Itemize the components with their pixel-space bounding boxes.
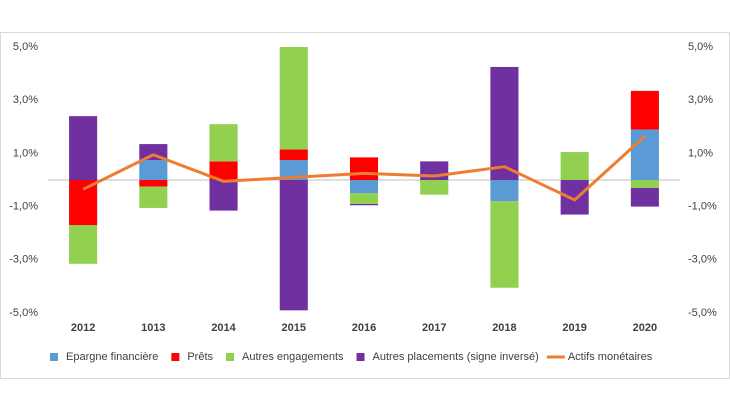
bar-segment: [349, 157, 379, 180]
bar-segment: [139, 180, 168, 187]
bar-segment: [490, 66, 519, 180]
bar-segment: [279, 149, 308, 161]
y-tick-label: 5,0%: [13, 41, 38, 53]
bar-segment: [279, 180, 308, 311]
bar-segment: [630, 180, 659, 188]
bar-segment: [209, 161, 238, 180]
legend-label: Autres placements (signe inversé): [373, 351, 539, 363]
legend-swatch: [171, 353, 180, 361]
bar-segment: [279, 160, 308, 180]
y-tick-label: 1,0%: [13, 147, 38, 159]
x-tick-label: 1013: [141, 322, 165, 334]
x-tick-label: 2020: [633, 322, 657, 334]
legend-swatch: [356, 353, 365, 361]
bar-segment: [349, 203, 379, 206]
bar-segment: [139, 186, 168, 208]
y2-tick-label: 3,0%: [688, 94, 713, 106]
y2-tick-label: 5,0%: [688, 41, 713, 53]
x-tick-label: 2019: [562, 322, 586, 334]
bar-segment: [209, 180, 238, 211]
bar-segment: [69, 116, 98, 180]
x-tick-label: 2012: [71, 322, 95, 334]
y-tick-label: -5,0%: [9, 307, 38, 319]
x-tick-label: 2018: [492, 322, 516, 334]
y2-tick-label: 1,0%: [688, 147, 713, 159]
x-tick-label: 2017: [422, 322, 446, 334]
bar-segment: [420, 180, 449, 195]
bar-segment: [139, 160, 168, 180]
y-tick-label: 3,0%: [13, 94, 38, 106]
bar-segment: [490, 201, 519, 288]
y2-tick-label: -5,0%: [688, 307, 717, 319]
legend-label: Actifs monétaires: [568, 351, 653, 363]
legend-swatch: [50, 353, 58, 361]
bar-segment: [69, 180, 98, 226]
bar-segment: [279, 47, 308, 150]
legend-label: Epargne financière: [66, 351, 158, 363]
bar-segment: [209, 124, 238, 162]
bar-segment: [630, 187, 659, 207]
bar-segment: [69, 225, 98, 264]
y-tick-label: -3,0%: [9, 254, 38, 266]
y2-tick-label: -3,0%: [688, 254, 717, 266]
bar-segment: [630, 90, 659, 130]
x-tick-label: 2015: [282, 322, 306, 334]
legend-label: Prêts: [187, 351, 213, 363]
legend-swatch: [226, 353, 235, 361]
bar-segment: [560, 180, 589, 215]
x-tick-label: 2014: [211, 322, 236, 334]
line-series: [82, 135, 646, 202]
bar-segment: [490, 180, 519, 202]
y2-tick-label: -1,0%: [688, 201, 717, 213]
bar-segment: [349, 180, 379, 194]
legend-label: Autres engagements: [242, 351, 344, 363]
bar-segment: [560, 152, 589, 180]
bar-segment: [349, 193, 379, 204]
y-tick-label: -1,0%: [9, 201, 38, 213]
x-tick-label: 2016: [352, 322, 376, 334]
